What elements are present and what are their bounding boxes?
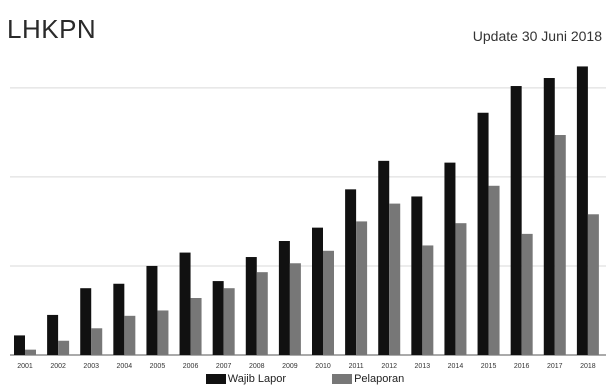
bar-pelaporan-2009 [289, 263, 301, 355]
legend-swatch-pelaporan [332, 374, 353, 384]
bar-pelaporan-2013 [422, 245, 434, 355]
x-tick-2013: 2013 [415, 363, 431, 370]
x-tick-2018: 2018 [580, 363, 596, 370]
bar-wajib-lapor-2008 [245, 257, 257, 355]
x-tick-2001: 2001 [17, 363, 33, 370]
bar-wajib-lapor-2010 [312, 227, 323, 355]
bar-pelaporan-2014 [455, 223, 467, 355]
x-tick-2002: 2002 [50, 363, 66, 370]
bar-wajib-lapor-2004 [113, 283, 125, 355]
legend-item-wajib-lapor: Wajib Lapor [205, 373, 287, 385]
x-tick-2011: 2011 [349, 363, 364, 370]
bars [14, 66, 599, 355]
bar-pelaporan-2007 [223, 288, 235, 355]
bar-pelaporan-2015 [488, 185, 500, 355]
x-tick-2009: 2009 [282, 363, 298, 370]
legend-label-wajib-lapor: Wajib Lapor [227, 373, 287, 385]
bar-wajib-lapor-2013 [411, 196, 423, 355]
bar-wajib-lapor-2016 [510, 86, 522, 355]
bar-pelaporan-2004 [124, 315, 136, 355]
bar-pelaporan-2016 [521, 233, 533, 355]
x-tick-2014: 2014 [448, 363, 464, 370]
bar-wajib-lapor-2002 [47, 314, 59, 355]
legend-item-pelaporan: Pelaporan [332, 373, 404, 385]
bar-wajib-lapor-2009 [278, 241, 290, 355]
bar-wajib-lapor-2005 [146, 265, 158, 355]
bar-pelaporan-2010 [323, 250, 334, 355]
bar-pelaporan-2002 [58, 340, 70, 355]
legend-label-pelaporan: Pelaporan [354, 373, 405, 385]
bar-chart: 2001 2002 2003 2004 2005 2006 2007 2008 2009 2010… [10, 66, 606, 370]
gridlines [10, 87, 606, 356]
bar-wajib-lapor-2015 [477, 112, 489, 355]
x-tick-2004: 2004 [117, 363, 133, 370]
bar-wajib-lapor-2003 [80, 288, 92, 355]
bar-pelaporan-2011 [356, 221, 368, 355]
bar-pelaporan-2012 [389, 203, 401, 355]
bar-pelaporan-2006 [190, 298, 202, 355]
x-tick-2003: 2003 [83, 363, 99, 370]
x-tick-2016: 2016 [514, 363, 530, 370]
bar-wajib-lapor-2018 [576, 66, 588, 355]
x-tick-2010: 2010 [315, 363, 331, 370]
x-tick-2005: 2005 [150, 363, 166, 370]
bar-wajib-lapor-2017 [543, 78, 555, 355]
bar-pelaporan-2017 [554, 135, 566, 355]
x-tick-2017: 2017 [547, 363, 563, 370]
x-tick-2008: 2008 [249, 363, 265, 370]
legend-swatch-wajib-lapor [205, 374, 226, 384]
bar-pelaporan-2018 [587, 214, 599, 355]
x-tick-2015: 2015 [481, 363, 497, 370]
bar-wajib-lapor-2006 [179, 252, 191, 355]
legend: Wajib Lapor Pelaporan [0, 373, 610, 385]
bar-pelaporan-2005 [157, 310, 169, 355]
x-tick-2007: 2007 [216, 363, 232, 370]
x-tick-labels: 2001 2002 2003 2004 2005 2006 2007 2008 2009 2010… [17, 363, 596, 370]
bar-wajib-lapor-2011 [345, 189, 357, 355]
x-tick-2006: 2006 [183, 363, 199, 370]
bar-pelaporan-2001 [25, 349, 36, 355]
bar-pelaporan-2008 [256, 272, 268, 355]
chart-subtitle: Update 30 Juni 2018 [472, 28, 602, 44]
chart-title: LHKPN [7, 14, 97, 44]
x-tick-2012: 2012 [381, 363, 397, 370]
bar-wajib-lapor-2001 [14, 335, 25, 355]
bar-wajib-lapor-2014 [444, 162, 456, 355]
bar-pelaporan-2003 [91, 328, 103, 355]
bar-wajib-lapor-2012 [378, 160, 390, 355]
bar-wajib-lapor-2007 [212, 281, 224, 355]
